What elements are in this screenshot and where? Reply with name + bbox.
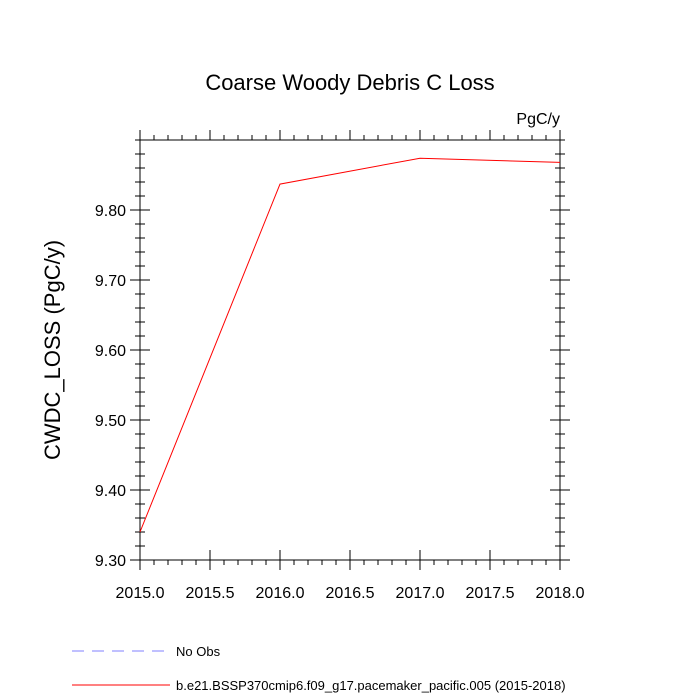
y-axis-label: CWDC_LOSS (PgC/y) (40, 240, 65, 460)
axis-ticks (130, 130, 570, 570)
y-tick-label: 9.50 (95, 413, 126, 430)
x-tick-label: 2018.0 (536, 585, 585, 602)
y-tick-label: 9.70 (95, 273, 126, 290)
units-label: PgC/y (516, 111, 560, 128)
x-tick-label: 2016.0 (256, 585, 305, 602)
x-tick-label: 2016.5 (326, 585, 375, 602)
x-tick-label: 2017.0 (396, 585, 445, 602)
x-tick-label: 2015.5 (186, 585, 235, 602)
chart-title: Coarse Woody Debris C Loss (205, 70, 494, 95)
x-tick-labels: 2015.0 2015.5 2016.0 2016.5 2017.0 2017.5 2018… (116, 585, 585, 602)
y-tick-label: 9.60 (95, 343, 126, 360)
y-tick-label: 9.40 (95, 483, 126, 500)
legend: No Obs b.e21.BSSP370cmip6.f09_g17.pacemak… (72, 644, 566, 693)
x-tick-label: 2017.5 (466, 585, 515, 602)
y-tick-labels: 9.30 9.40 9.50 9.60 9.70 9.80 (95, 203, 126, 570)
x-tick-label: 2015.0 (116, 585, 165, 602)
y-tick-label: 9.30 (95, 553, 126, 570)
series-line (139, 157, 561, 533)
legend-label: b.e21.BSSP370cmip6.f09_g17.pacemaker_pac… (176, 678, 566, 693)
plot-frame (139, 139, 561, 561)
y-tick-label: 9.80 (95, 203, 126, 220)
legend-label: No Obs (176, 644, 221, 659)
series-layer (139, 157, 561, 533)
